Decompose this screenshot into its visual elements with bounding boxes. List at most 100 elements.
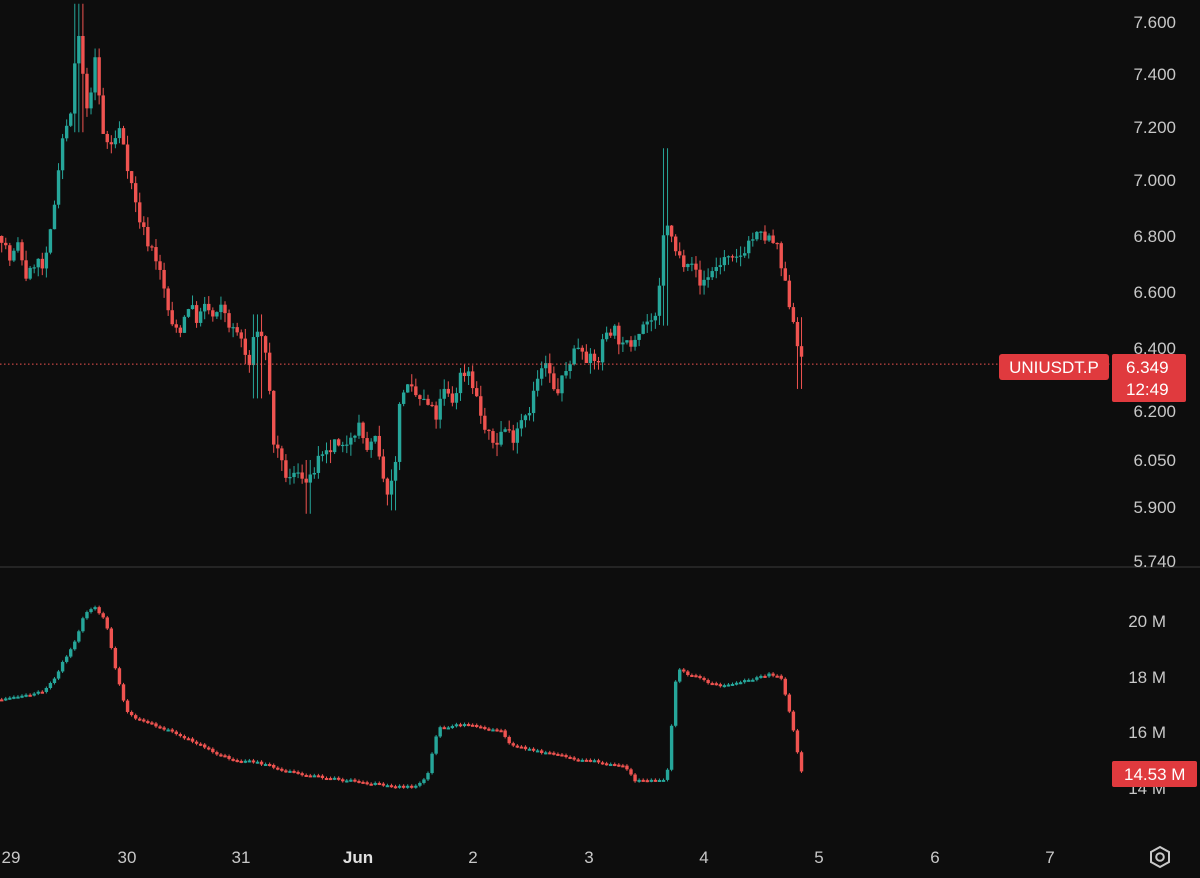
price-candle-body bbox=[511, 430, 515, 443]
volume-candle-body bbox=[438, 727, 442, 737]
volume-tick-label: 18 M bbox=[1128, 668, 1166, 687]
last-price-text: 6.349 bbox=[1126, 358, 1169, 377]
price-candle-body bbox=[272, 390, 276, 445]
price-candle-body bbox=[20, 242, 24, 261]
price-candle-body bbox=[759, 231, 763, 233]
price-candle-body bbox=[552, 373, 556, 390]
volume-candle-body bbox=[495, 729, 499, 732]
volume-candle-body bbox=[44, 688, 49, 692]
price-candle-body bbox=[755, 231, 759, 240]
price-candle-body bbox=[629, 340, 633, 347]
price-candle-body bbox=[170, 310, 174, 325]
chart-settings-button[interactable] bbox=[1146, 843, 1174, 871]
price-tick-label: 5.900 bbox=[1133, 498, 1176, 517]
volume-candle-body bbox=[560, 754, 564, 757]
price-tick-label: 6.050 bbox=[1133, 451, 1176, 470]
volume-candle-body bbox=[702, 677, 706, 681]
price-candle-body bbox=[8, 245, 12, 261]
volume-candle-body bbox=[292, 770, 296, 773]
price-candle-body bbox=[316, 455, 321, 473]
volume-candle-body bbox=[629, 769, 633, 775]
volume-candle-body bbox=[401, 785, 406, 788]
price-candle-body bbox=[588, 353, 593, 363]
volume-candle-body bbox=[267, 764, 272, 767]
volume-candle-body bbox=[341, 779, 345, 782]
volume-candle-body bbox=[52, 678, 57, 684]
price-candle-body bbox=[349, 437, 353, 445]
price-candle-body bbox=[292, 472, 296, 478]
price-candle-body bbox=[406, 384, 410, 393]
volume-candle-body bbox=[320, 775, 325, 779]
price-candle-body bbox=[312, 472, 317, 475]
volume-candle-body bbox=[121, 684, 126, 701]
volume-axis[interactable]: 20 M18 M16 M14 M bbox=[1128, 612, 1166, 798]
price-candle-body bbox=[690, 263, 694, 265]
price-candle-body bbox=[572, 348, 576, 365]
price-candle-body bbox=[203, 303, 207, 312]
price-tick-label: 5.740 bbox=[1133, 552, 1176, 571]
price-candle-body bbox=[69, 113, 73, 126]
price-candle-body bbox=[211, 310, 215, 317]
volume-candle-body bbox=[166, 729, 170, 732]
price-candle-body bbox=[255, 331, 260, 338]
volume-candle-body bbox=[276, 767, 280, 770]
volume-candle-body bbox=[101, 613, 105, 618]
volume-candle-body bbox=[133, 715, 138, 719]
volume-candle-body bbox=[77, 631, 81, 642]
volume-candle-body bbox=[32, 693, 36, 696]
price-tick-label: 7.600 bbox=[1133, 13, 1176, 32]
last-price-label: 6.349 12:49 bbox=[1112, 354, 1186, 402]
price-candle-body bbox=[479, 396, 483, 416]
time-axis[interactable]: 29 30 31 Jun 2 3 4 5 6 7 bbox=[2, 848, 1055, 867]
volume-candle-body bbox=[393, 786, 398, 789]
time-tick-label: 7 bbox=[1045, 848, 1054, 867]
volume-candle-body bbox=[190, 738, 195, 742]
price-candle-body bbox=[738, 255, 743, 257]
price-candle-body bbox=[146, 226, 150, 247]
price-candle-body bbox=[617, 325, 621, 345]
volume-candle-body bbox=[89, 609, 93, 613]
price-candle-body bbox=[93, 57, 97, 93]
volume-candle-body bbox=[479, 726, 483, 729]
price-candle-body bbox=[215, 312, 219, 317]
price-candle-body bbox=[113, 138, 118, 145]
price-candle-body bbox=[40, 258, 44, 269]
price-candle-body bbox=[162, 269, 166, 289]
price-tick-label: 6.400 bbox=[1133, 339, 1176, 358]
volume-candle-body bbox=[718, 684, 723, 687]
price-candle-body bbox=[475, 388, 479, 397]
volume-candle-body bbox=[129, 711, 134, 716]
price-axis[interactable]: 7.600 7.400 7.200 7.000 6.800 6.600 6.400 6.200… bbox=[1133, 13, 1176, 571]
volume-candle-body bbox=[503, 730, 507, 737]
price-candle-body bbox=[369, 441, 373, 450]
volume-candle-body bbox=[767, 673, 771, 677]
price-candle-body bbox=[742, 253, 747, 256]
price-candle-body bbox=[239, 332, 243, 339]
volume-candle-body bbox=[690, 674, 694, 677]
price-candle-body bbox=[259, 331, 264, 337]
price-candle-body bbox=[410, 384, 414, 387]
volume-candle-body bbox=[458, 724, 463, 727]
volume-candle-body bbox=[434, 736, 438, 754]
price-candle-body bbox=[235, 327, 239, 333]
volume-candle-body bbox=[219, 754, 223, 757]
volume-candle-body bbox=[544, 752, 548, 755]
volume-candle-body bbox=[117, 668, 122, 685]
volume-value-text: 14.53 M bbox=[1124, 765, 1185, 784]
price-candle-body bbox=[105, 133, 109, 143]
volume-candle-body bbox=[16, 696, 20, 699]
volume-candle-body bbox=[706, 680, 710, 684]
volume-candle-body bbox=[426, 773, 430, 780]
price-candle-body bbox=[89, 92, 93, 109]
volume-candle-body bbox=[779, 675, 783, 679]
volume-candle-body bbox=[97, 607, 101, 614]
volume-candle-body bbox=[357, 780, 361, 783]
price-candle-body bbox=[706, 277, 710, 280]
volume-candle-body bbox=[771, 673, 775, 676]
price-candle-body bbox=[198, 311, 203, 323]
price-candle-body bbox=[544, 363, 548, 369]
volume-candle-body bbox=[641, 779, 645, 782]
price-candle-body bbox=[125, 144, 130, 172]
price-candle-body bbox=[414, 386, 418, 396]
